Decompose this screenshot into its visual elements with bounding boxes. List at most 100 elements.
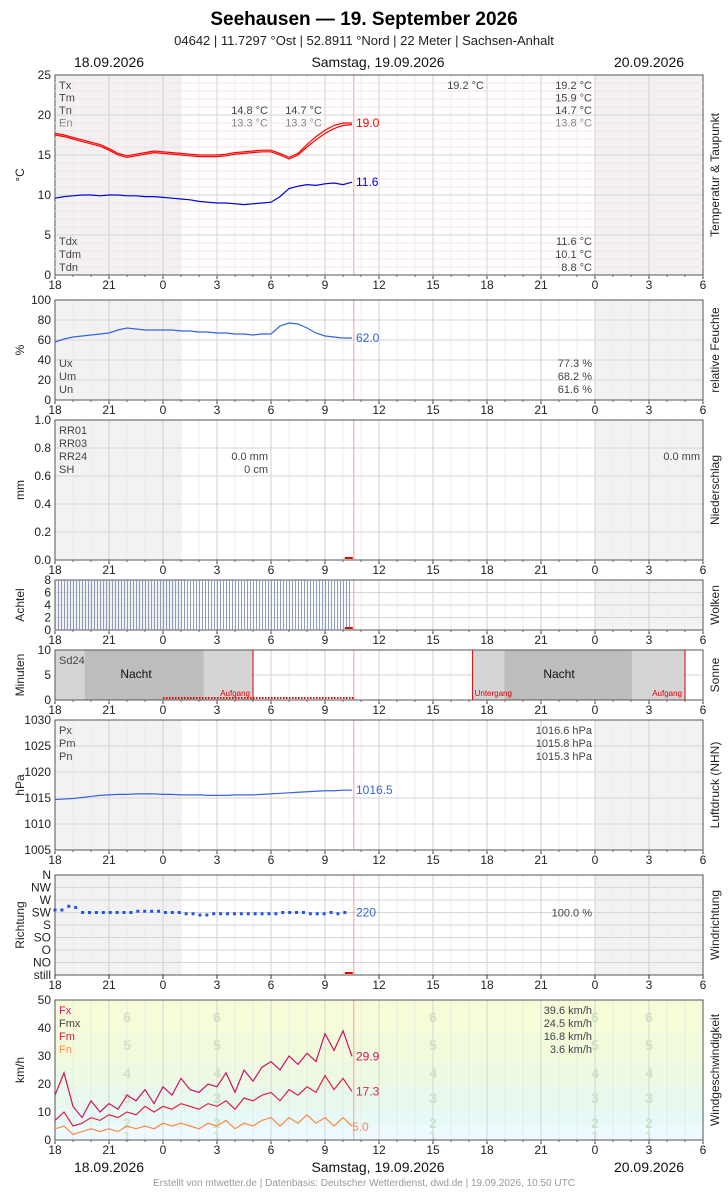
stat-value-fmx-right: 24.5 km/h [544, 1018, 592, 1030]
x-tick-label: 0 [160, 563, 167, 577]
date-center-top: Samstag, 19.09.2026 [311, 54, 444, 70]
page-title: Seehausen — 19. September 2026 [210, 9, 517, 30]
beaufort-label: 4 [591, 1065, 599, 1081]
cloud-bar [85, 580, 87, 630]
sun-minute-dot [223, 697, 225, 699]
sun-minute-dot [202, 697, 204, 699]
wind-direction-point [219, 912, 223, 916]
wind-direction-point [101, 911, 105, 914]
sun-minute-dot [310, 697, 312, 699]
wind-direction-point [108, 911, 112, 914]
x-tick-label: 0 [592, 853, 599, 867]
sun-minute-dot [232, 697, 234, 699]
x-tick-label: 3 [214, 278, 221, 292]
x-tick-label: 6 [700, 278, 707, 292]
cloud-bar [67, 580, 69, 630]
cloud-bar [343, 580, 345, 630]
cloud-bar [241, 580, 243, 630]
stat-label-tdm: Tdm [59, 249, 81, 261]
y-tick-label: 30 [38, 1049, 52, 1063]
stat-label-pn: Pn [59, 751, 72, 763]
stat-value-tdx-right: 11.6 °C [556, 236, 592, 248]
stat-value-en-right: 13.8 °C [555, 118, 592, 130]
beaufort-label: 4 [213, 1065, 221, 1081]
wind-direction-point [115, 911, 119, 914]
x-tick-label: 0 [160, 1143, 167, 1157]
y-tick-label: 0 [44, 393, 51, 407]
x-tick-label: 18 [48, 1143, 62, 1157]
panel-side-label: Windgeschwindigkeit [708, 1013, 722, 1126]
x-tick-label: 3 [214, 563, 221, 577]
cloud-bar [328, 580, 330, 630]
y-tick-label: 1010 [24, 817, 51, 831]
beaufort-label: 5 [213, 1037, 221, 1053]
wind-direction-point [163, 911, 167, 914]
y-tick-label: 40 [38, 353, 52, 367]
pressure-last-value: 1016.5 [356, 783, 393, 797]
wind-direction-point [205, 913, 209, 917]
cloud-bar [169, 580, 171, 630]
y-tick-label: 1030 [24, 713, 51, 727]
beaufort-label: 3 [429, 1090, 437, 1106]
sun-minute-dot [253, 697, 255, 699]
y-tick-label: 40 [38, 1021, 52, 1035]
x-tick-label: 0 [160, 633, 167, 647]
cloud-bar [112, 580, 114, 630]
x-tick-label: 18 [480, 703, 494, 717]
x-tick-label: 0 [592, 1143, 599, 1157]
x-tick-label: 3 [214, 853, 221, 867]
x-tick-label: 0 [592, 563, 599, 577]
cloud-bar [331, 580, 333, 630]
x-tick-label: 18 [480, 633, 494, 647]
cloud-bar [145, 580, 147, 630]
x-tick-label: 6 [700, 703, 707, 717]
wind-direction-point [343, 911, 347, 914]
dew-last-value: 11.6 [356, 175, 379, 189]
x-tick-label: 6 [268, 633, 275, 647]
cloud-bar [250, 580, 252, 630]
y-tick-label: 0 [44, 268, 51, 282]
sun-minute-dot [274, 697, 276, 699]
cloud-bar [103, 580, 105, 630]
stat-value-tx-mid: 19.2 °C [447, 80, 484, 92]
x-tick-label: 18 [48, 278, 62, 292]
stat-value-pn-right: 1015.3 hPa [536, 751, 593, 763]
x-tick-label: 3 [646, 853, 653, 867]
x-tick-label: 9 [322, 1143, 329, 1157]
y-tick-label: 100 [31, 293, 51, 307]
wind-direction-point [267, 912, 271, 916]
cloud-bar [274, 580, 276, 630]
beaufort-label: 6 [429, 1009, 437, 1025]
panel-side-label: Windrichtung [708, 890, 722, 960]
cloud-bar [151, 580, 153, 630]
wind-direction-point [122, 911, 126, 914]
beaufort-label: 4 [429, 1065, 437, 1081]
sun-minute-dot [343, 697, 345, 699]
y-tick-label: 50 [38, 993, 52, 1007]
sun-minute-dot [196, 697, 198, 699]
beaufort-label: 3 [591, 1090, 599, 1106]
x-tick-label: 6 [700, 563, 707, 577]
x-tick-label: 6 [700, 1143, 707, 1157]
wind-direction-point [198, 913, 202, 917]
stat-value-um-right: 68.2 % [558, 371, 592, 383]
stat-value-un-right: 61.6 % [558, 384, 592, 396]
sun-minute-dot [292, 697, 294, 699]
stat-label-tdn: Tdn [59, 262, 78, 274]
night-shade-left [55, 75, 181, 275]
cloud-bar [295, 580, 297, 630]
y-tick-label: N [42, 868, 51, 882]
sun-minute-dot [181, 697, 183, 699]
y-tick-label: 1020 [24, 765, 51, 779]
cloud-bar [307, 580, 309, 630]
y-tick-label: 1005 [24, 843, 51, 857]
cloud-bar [208, 580, 210, 630]
stat-label-fn: Fn [59, 1044, 72, 1056]
x-tick-label: 9 [322, 403, 329, 417]
sun-minute-dot [325, 697, 327, 699]
sun-minute-dot [175, 697, 177, 699]
x-tick-label: 3 [646, 633, 653, 647]
wind-direction-point [260, 912, 264, 916]
stat-label-sh: SH [59, 464, 74, 476]
x-tick-label: 6 [268, 563, 275, 577]
